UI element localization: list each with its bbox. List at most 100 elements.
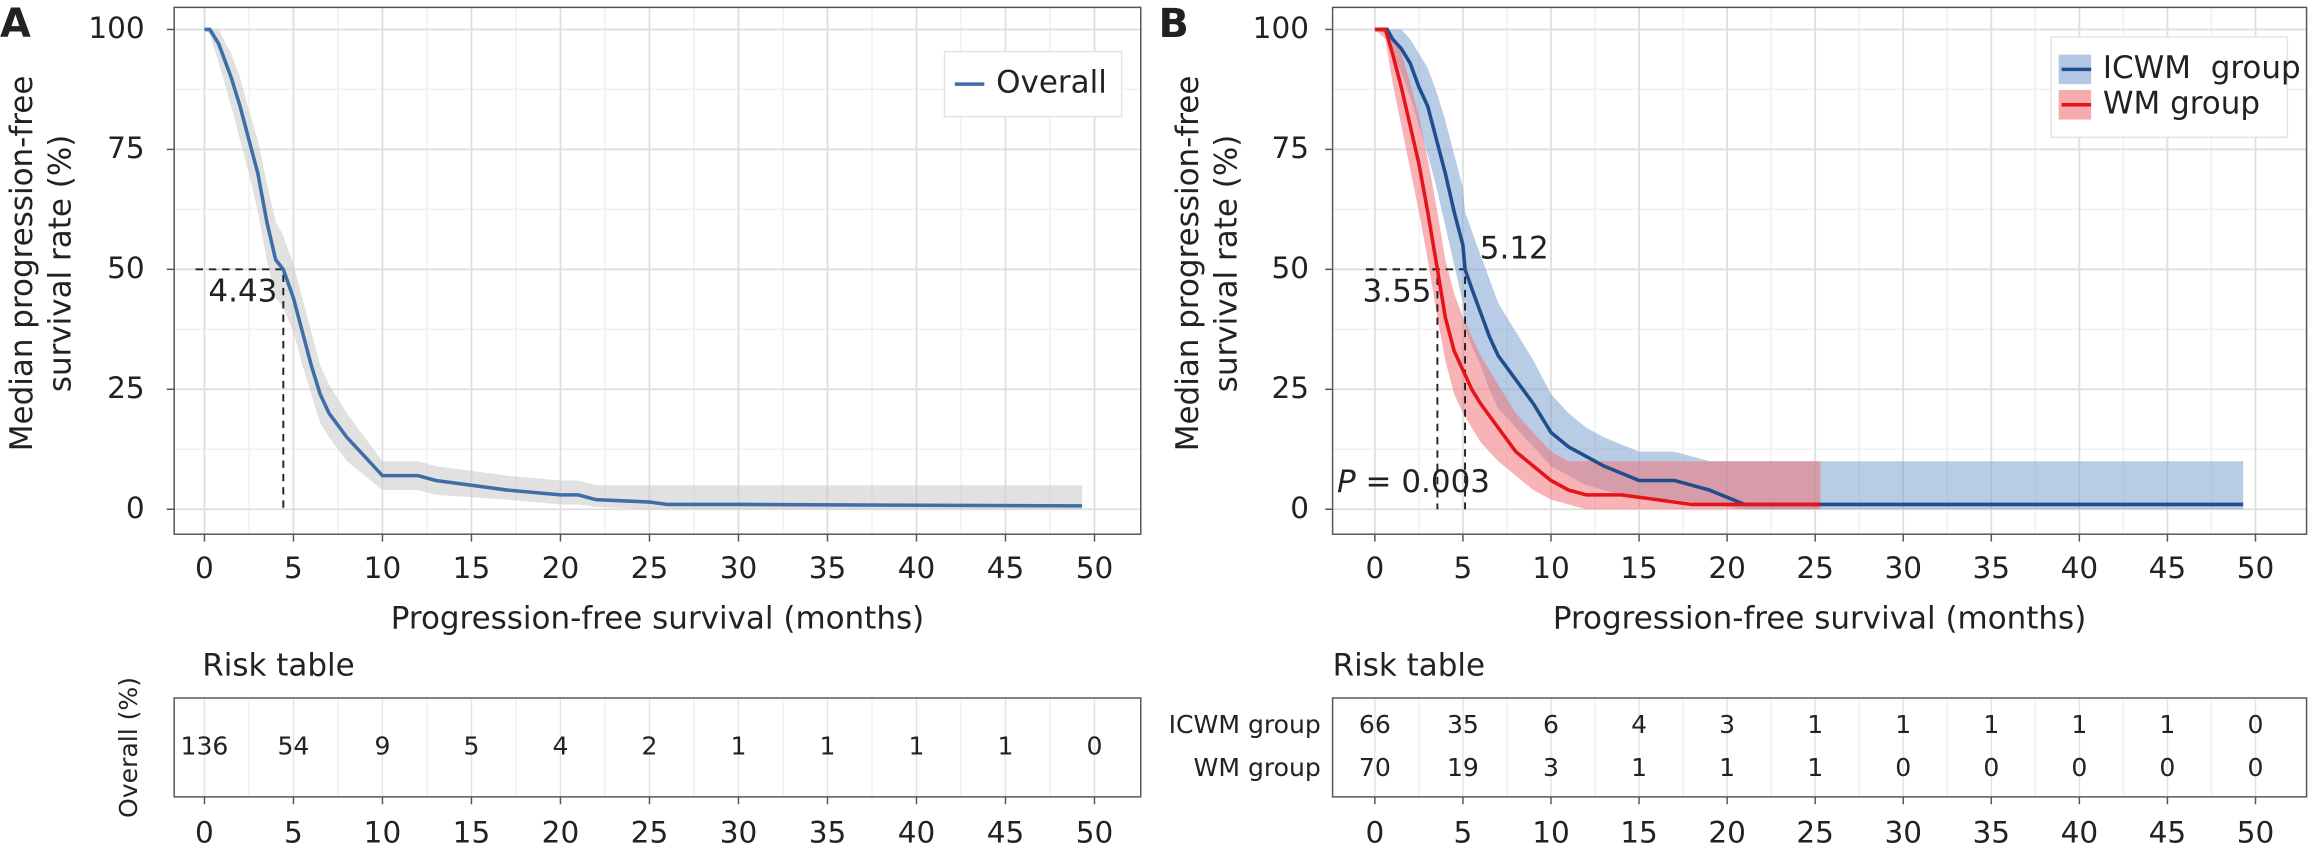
x-tick-label: 15 xyxy=(1620,551,1658,585)
plot-border xyxy=(173,6,1142,535)
y-tick-label: 75 xyxy=(107,131,145,165)
y-tick-label: 0 xyxy=(126,491,145,525)
risk-value: 0 xyxy=(2159,753,2175,782)
risk-value: 1 xyxy=(1983,710,1999,739)
risk-value: 1 xyxy=(908,731,924,760)
median-label: 5.12 xyxy=(1480,231,1549,267)
y-tick-label: 25 xyxy=(107,371,145,405)
risk-value: 1 xyxy=(997,731,1013,760)
x-tick-label: 20 xyxy=(1708,815,1746,849)
x-tick-label: 0 xyxy=(1365,551,1384,585)
x-tick-label: 25 xyxy=(1796,815,1834,849)
risk-value: 0 xyxy=(1983,753,1999,782)
x-tick-label: 40 xyxy=(2061,551,2099,585)
x-tick-label: 25 xyxy=(1796,551,1834,585)
risk-row-label: ICWM group xyxy=(1169,710,1321,739)
x-tick-label: 20 xyxy=(542,815,580,849)
risk-value: 4 xyxy=(1631,710,1647,739)
x-tick-label: 35 xyxy=(809,815,847,849)
y-tick-label: 25 xyxy=(1271,371,1309,405)
y-tick-label: 0 xyxy=(1290,491,1309,525)
risk-title: Risk table xyxy=(202,648,354,684)
x-tick-label: 20 xyxy=(1708,551,1746,585)
y-tick-label: 50 xyxy=(1271,251,1309,285)
risk-value: 2 xyxy=(641,731,657,760)
y-axis-label: Median progression-free xyxy=(4,76,40,452)
x-tick-label: 45 xyxy=(987,815,1025,849)
x-tick-label: 45 xyxy=(987,551,1025,585)
x-tick-label: 50 xyxy=(2237,815,2275,849)
x-tick-label: 15 xyxy=(1620,815,1658,849)
x-tick-label: 10 xyxy=(364,551,402,585)
x-tick-label: 45 xyxy=(2149,551,2187,585)
x-tick-label: 50 xyxy=(1076,551,1114,585)
risk-value: 0 xyxy=(2248,710,2264,739)
x-tick-label: 15 xyxy=(453,815,491,849)
y-tick-label: 100 xyxy=(88,11,144,45)
plot-border xyxy=(1331,6,2308,535)
x-tick-label: 10 xyxy=(1532,815,1570,849)
risk-value: 1 xyxy=(1807,753,1823,782)
risk-value: 9 xyxy=(374,731,390,760)
x-axis-label: Progression-free survival (months) xyxy=(1553,600,2086,636)
x-tick-label: 40 xyxy=(898,551,936,585)
y-axis-label: survival rate (%) xyxy=(43,135,79,393)
y-tick-label: 100 xyxy=(1253,11,1309,45)
risk-value: 54 xyxy=(277,731,309,760)
risk-row-label: Overall (%) xyxy=(114,677,143,818)
x-tick-label: 0 xyxy=(195,551,214,585)
x-tick-label: 40 xyxy=(2061,815,2099,849)
risk-value: 4 xyxy=(552,731,568,760)
risk-value: 35 xyxy=(1447,710,1479,739)
x-tick-label: 10 xyxy=(1532,551,1570,585)
risk-value: 1 xyxy=(2071,710,2087,739)
survival-curve xyxy=(204,27,1083,508)
risk-value: 1 xyxy=(2159,710,2175,739)
y-tick-label: 75 xyxy=(1271,131,1309,165)
risk-value: 1 xyxy=(1631,753,1647,782)
y-tick-label: 50 xyxy=(107,251,145,285)
panel-label: B xyxy=(1158,1,1188,47)
risk-border xyxy=(1331,697,2308,798)
x-tick-label: 35 xyxy=(1973,551,2011,585)
x-tick-label: 0 xyxy=(1365,815,1384,849)
x-tick-label: 25 xyxy=(631,551,669,585)
panel-label: A xyxy=(0,1,31,47)
x-tick-label: 30 xyxy=(720,551,758,585)
risk-area xyxy=(1332,698,2307,797)
risk-border xyxy=(173,697,1142,798)
x-tick-label: 35 xyxy=(1973,815,2011,849)
y-axis-label: survival rate (%) xyxy=(1208,135,1244,393)
legend-label: ICWM group xyxy=(2103,50,2301,86)
y-axis-label: Median progression-free xyxy=(1170,76,1206,452)
x-axis-label: Progression-free survival (months) xyxy=(391,600,924,636)
risk-value: 0 xyxy=(1087,731,1103,760)
x-tick-label: 35 xyxy=(809,551,847,585)
p-value: P = 0.003 xyxy=(1337,463,1490,499)
x-tick-label: 10 xyxy=(364,815,402,849)
legend-label: WM group xyxy=(2103,85,2260,121)
risk-value: 6 xyxy=(1543,710,1559,739)
legend-label: Overall xyxy=(996,65,1107,101)
x-tick-label: 0 xyxy=(195,815,214,849)
risk-value: 70 xyxy=(1359,753,1391,782)
risk-value: 3 xyxy=(1543,753,1559,782)
risk-value: 0 xyxy=(2071,753,2087,782)
risk-value: 5 xyxy=(463,731,479,760)
risk-value: 1 xyxy=(1719,753,1735,782)
risk-value: 1 xyxy=(819,731,835,760)
risk-row-label: WM group xyxy=(1194,753,1321,782)
x-tick-label: 5 xyxy=(284,815,303,849)
risk-value: 1 xyxy=(730,731,746,760)
x-tick-label: 40 xyxy=(898,815,936,849)
median-label: 4.43 xyxy=(208,273,277,309)
x-tick-label: 5 xyxy=(1454,551,1473,585)
median-line xyxy=(195,268,285,510)
median-label: 3.55 xyxy=(1363,273,1432,309)
risk-value: 0 xyxy=(1895,753,1911,782)
x-tick-label: 45 xyxy=(2149,815,2187,849)
confidence-band xyxy=(1374,29,1821,510)
x-tick-label: 15 xyxy=(453,551,491,585)
confidence-band xyxy=(1374,29,2244,510)
